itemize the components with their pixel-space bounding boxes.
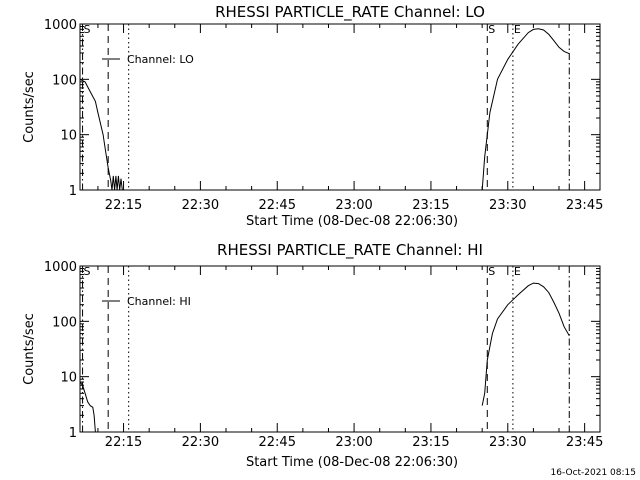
- y-tick-label: 1000: [44, 18, 77, 33]
- series-line: [79, 78, 124, 191]
- y-tick-label: 100: [52, 73, 77, 88]
- chart-title: RHESSI PARTICLE_RATE Channel: HI: [217, 241, 483, 260]
- y-tick-label: 100: [52, 315, 77, 330]
- y-tick-label: 1: [69, 184, 77, 199]
- x-tick-label: 23:30: [489, 435, 526, 450]
- x-tick-label: 22:45: [259, 198, 296, 213]
- time-marker-label: S: [84, 23, 91, 36]
- x-tick-label: 23:15: [412, 198, 449, 213]
- time-marker-label: S: [488, 265, 495, 278]
- x-tick-label: 23:45: [566, 198, 603, 213]
- time-marker-label: E: [514, 265, 521, 278]
- footer-timestamp: 16-Oct-2021 08:15: [550, 468, 636, 478]
- x-tick-label: 22:15: [105, 198, 142, 213]
- chart-title: RHESSI PARTICLE_RATE Channel: LO: [215, 3, 485, 22]
- x-tick-label: 23:00: [335, 435, 372, 450]
- series-line: [481, 282, 570, 406]
- series-line: [481, 28, 570, 191]
- x-tick-label: 22:30: [182, 198, 219, 213]
- x-axis-label: Start Time (08-Dec-08 22:06:30): [246, 455, 458, 470]
- plot-frame: [79, 23, 601, 191]
- x-tick-label: 23:00: [335, 198, 372, 213]
- chart-panel-2: RHESSI PARTICLE_RATE Channel: HI 1 10 100 10…: [22, 241, 603, 470]
- y-axis-label: Counts/sec: [22, 71, 37, 143]
- time-marker-label: S: [84, 265, 91, 278]
- y-tick-label: 10: [60, 371, 77, 386]
- y-tick-label: 10: [60, 129, 77, 144]
- x-tick-label: 22:15: [105, 435, 142, 450]
- time-marker-label: E: [514, 23, 521, 36]
- chart-panel-1: RHESSI PARTICLE_RATE Channel: LO 1 10 100 10…: [22, 3, 603, 229]
- plot-frame: [79, 265, 601, 433]
- x-tick-label: 23:45: [566, 435, 603, 450]
- x-tick-label: 22:45: [259, 435, 296, 450]
- time-marker-label: S: [488, 23, 495, 36]
- x-tick-label: 23:30: [489, 198, 526, 213]
- legend-label: Channel: LO: [127, 53, 194, 66]
- series-line: [79, 381, 96, 433]
- y-tick-label: 1000: [44, 260, 77, 275]
- y-axis-label: Counts/sec: [22, 313, 37, 385]
- x-axis-label: Start Time (08-Dec-08 22:06:30): [246, 214, 458, 229]
- x-tick-label: 22:30: [182, 435, 219, 450]
- legend-label: Channel: HI: [127, 295, 191, 308]
- x-tick-label: 23:15: [412, 435, 449, 450]
- y-tick-label: 1: [69, 426, 77, 441]
